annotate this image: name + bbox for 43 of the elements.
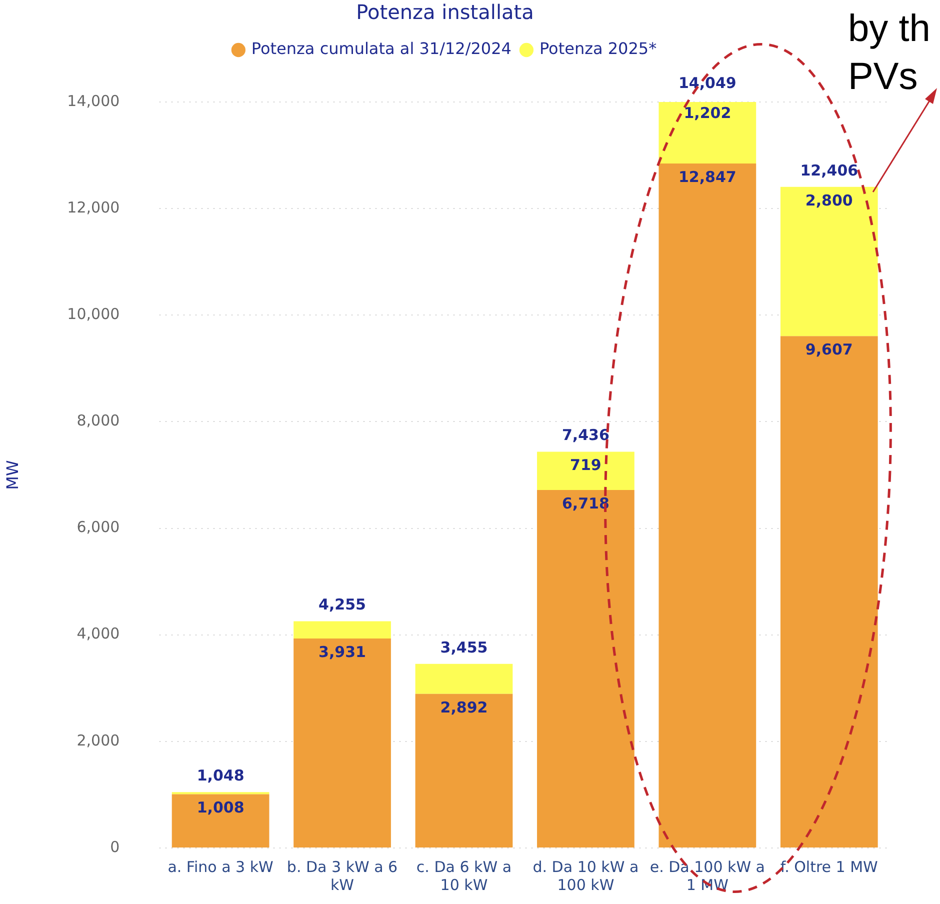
bar xyxy=(537,490,634,848)
bar xyxy=(780,336,878,848)
total-label: 1,048 xyxy=(196,766,244,785)
y-tick-label: 2,000 xyxy=(76,731,120,750)
bar xyxy=(172,794,270,848)
x-tick-label: d. Da 10 kW a 100 kW xyxy=(532,858,639,894)
x-tick-label: c. Da 6 kW a 10 kW xyxy=(416,858,512,894)
total-label: 4,255 xyxy=(318,596,366,614)
data-label: 2,892 xyxy=(440,698,488,716)
y-axis-title: MW xyxy=(2,460,22,490)
y-tick-label: 10,000 xyxy=(67,305,120,324)
y-tick-label: 8,000 xyxy=(76,412,120,430)
total-label: 12,406 xyxy=(800,161,858,180)
text: by th xyxy=(848,8,930,51)
data-label: 719 xyxy=(570,456,602,474)
data-label: 2,800 xyxy=(805,191,853,210)
bar xyxy=(294,638,391,848)
y-tick-label: 14,000 xyxy=(67,92,120,110)
legend-label: Potenza 2025* xyxy=(539,39,657,58)
bar xyxy=(415,664,513,694)
data-label: 3,931 xyxy=(318,642,366,661)
x-tick-label: a. Fino a 3 kW xyxy=(168,858,274,876)
y-tick-label: 12,000 xyxy=(67,198,120,216)
bar xyxy=(537,452,634,490)
data-label: 6,718 xyxy=(562,494,610,512)
bar xyxy=(780,186,878,336)
text: PVs xyxy=(848,56,918,99)
total-label: 7,436 xyxy=(562,426,610,444)
data-label: 1,008 xyxy=(196,798,244,817)
legend-label: Potenza cumulata al 31/12/2024 xyxy=(251,39,512,58)
x-tick-label: b. Da 3 kW a 6 kW xyxy=(286,858,398,894)
total-label: 14,049 xyxy=(678,74,736,92)
y-tick-label: 4,000 xyxy=(76,624,120,643)
bar xyxy=(294,621,391,639)
bar xyxy=(415,694,513,848)
x-tick-label: f. Oltre 1 MW xyxy=(780,858,878,876)
data-label: 1,202 xyxy=(684,104,732,122)
data-label: 9,607 xyxy=(805,340,853,358)
y-tick-label: 6,000 xyxy=(76,518,120,536)
data-label: 12,847 xyxy=(678,168,736,186)
chart-title: Potenza installata xyxy=(356,0,534,24)
total-label: 3,455 xyxy=(440,638,488,656)
y-tick-label: 0 xyxy=(110,838,120,856)
